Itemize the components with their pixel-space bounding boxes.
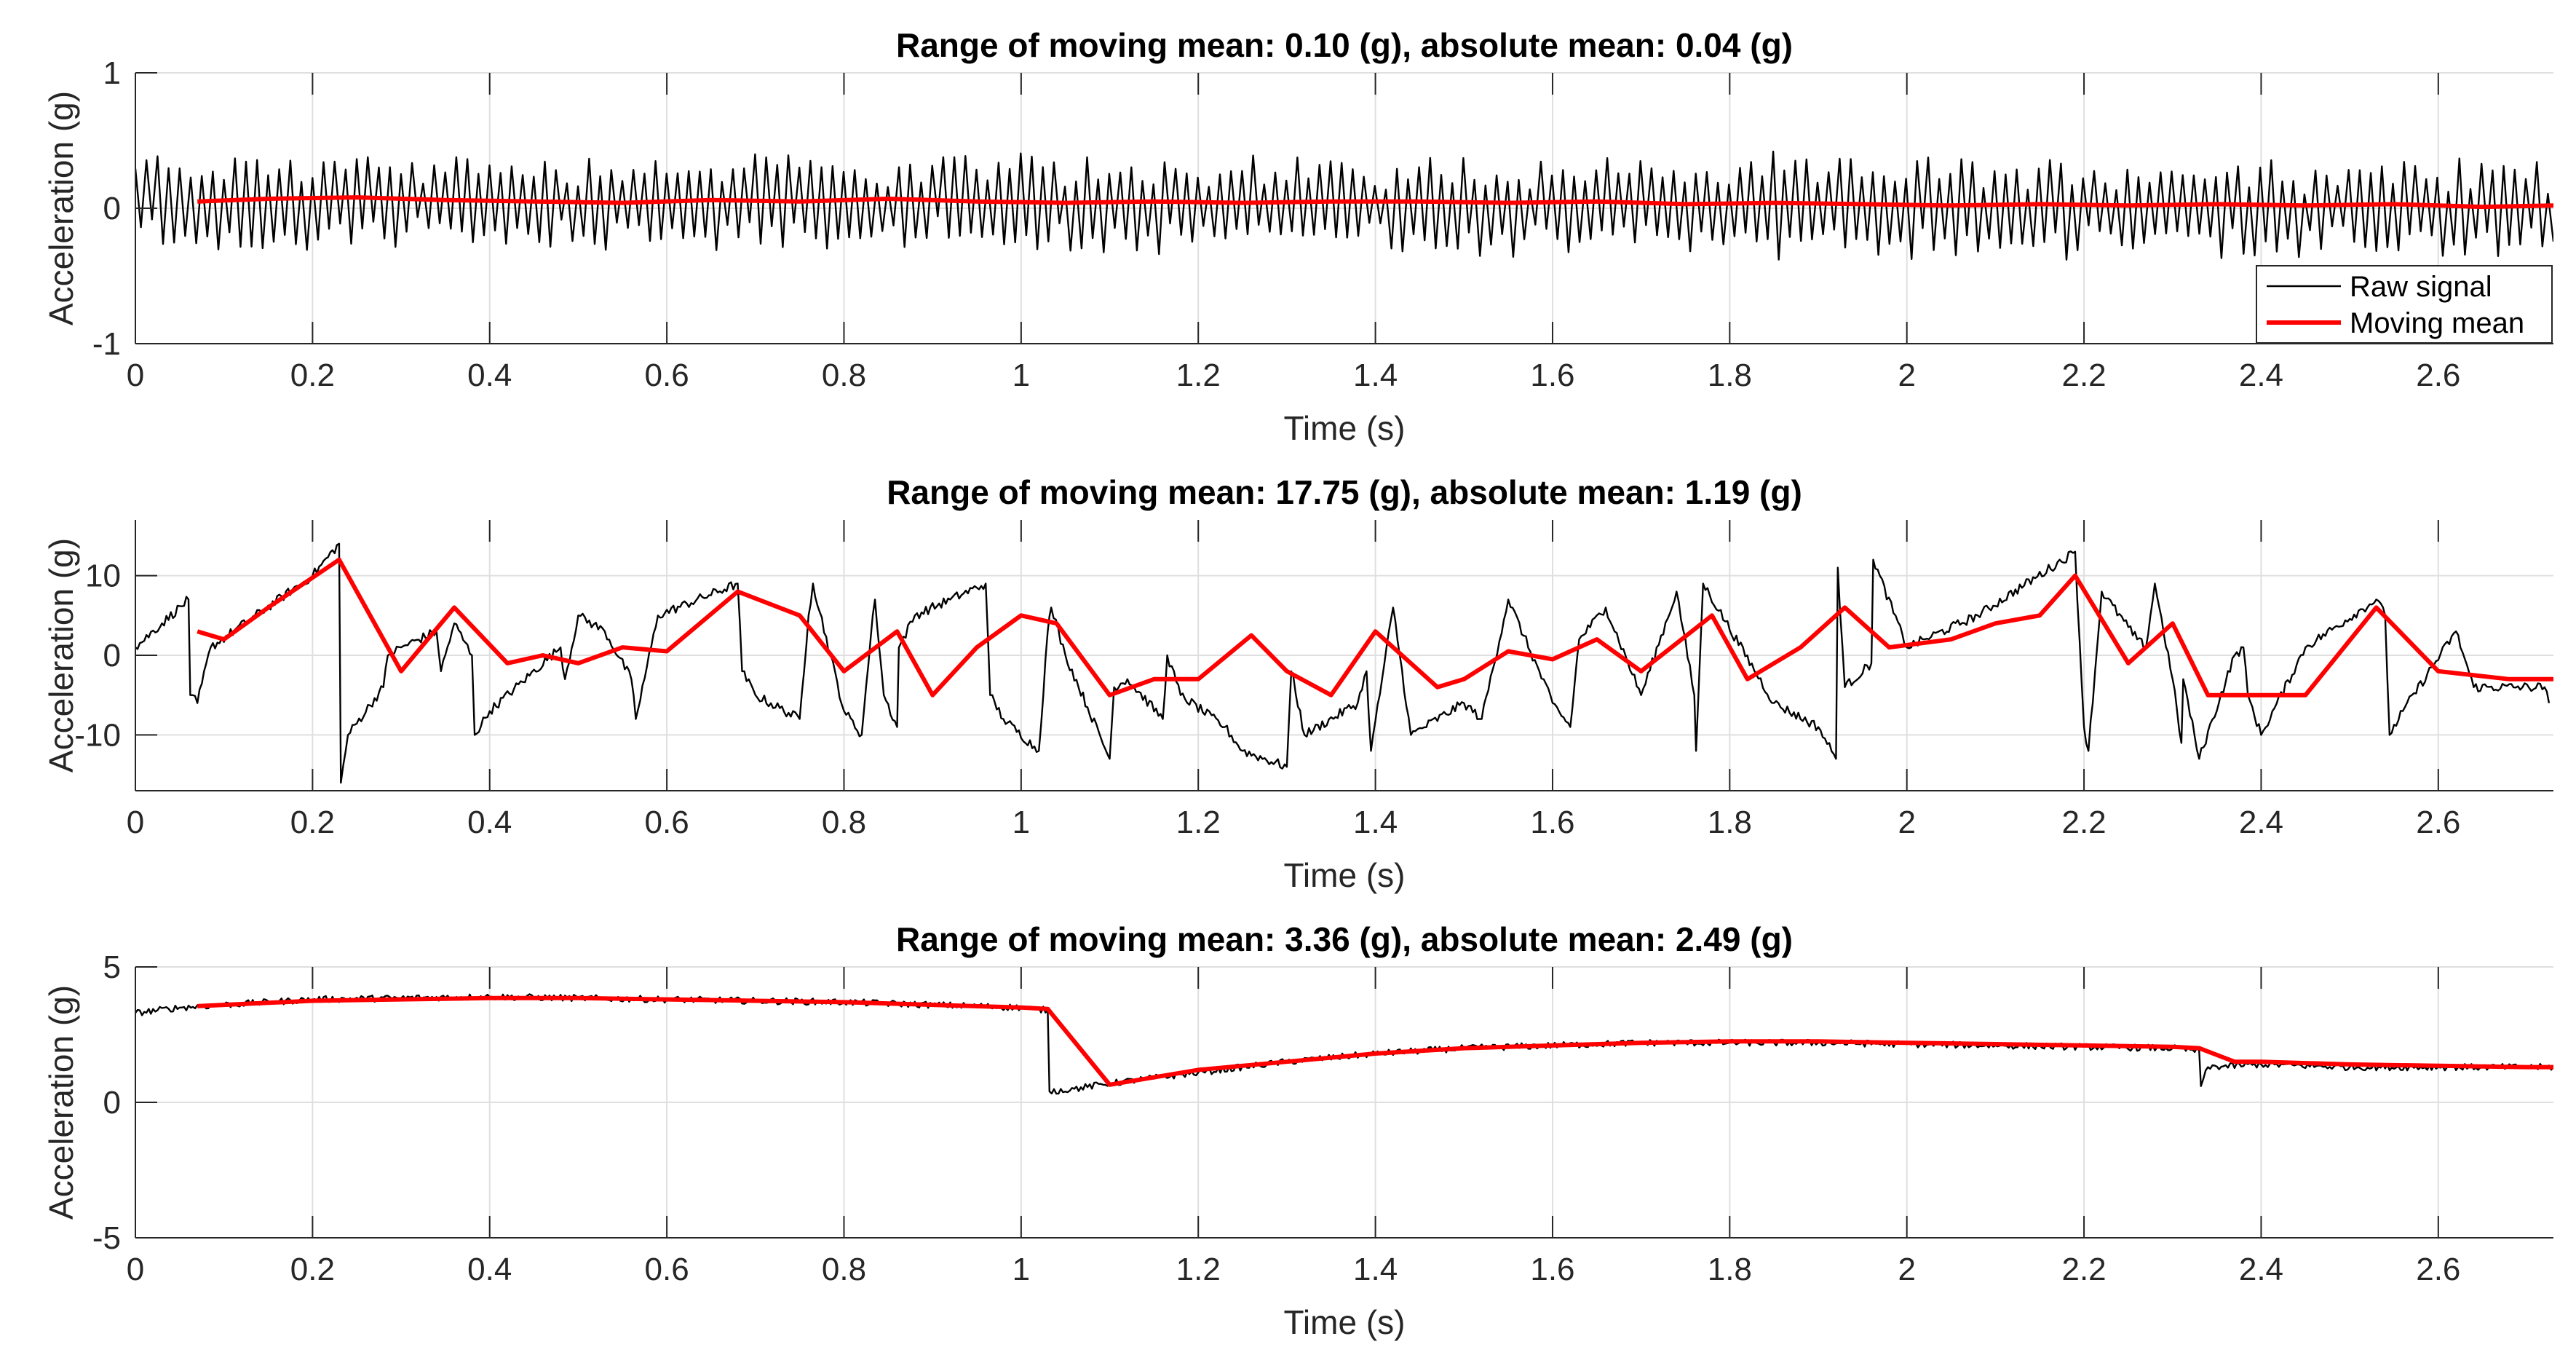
- x-tick-label: 0.8: [822, 1252, 866, 1287]
- y-tick-label: 5: [103, 949, 121, 985]
- legend-mean-label: Moving mean: [2350, 307, 2524, 339]
- x-tick-label: 1.6: [1530, 1252, 1574, 1287]
- x-tick-label: 0.6: [645, 357, 689, 393]
- x-tick-label: 0.2: [290, 1252, 335, 1287]
- x-tick-label: 0.6: [645, 1252, 689, 1287]
- x-tick-label: 2: [1898, 1252, 1915, 1287]
- x-tick-label: 0.2: [290, 357, 335, 393]
- y-tick-label: -10: [74, 717, 121, 753]
- y-tick-label: 0: [103, 638, 121, 673]
- x-tick-label: 0.4: [467, 357, 512, 393]
- y-tick-label: 10: [85, 558, 121, 594]
- raw-signal-line: [135, 542, 2551, 784]
- x-tick-label: 1.2: [1176, 1252, 1221, 1287]
- x-tick-label: 1: [1012, 805, 1030, 840]
- x-tick-label: 2.6: [2416, 805, 2460, 840]
- y-tick-label: 1: [103, 55, 121, 91]
- x-tick-label: 2.4: [2239, 1252, 2283, 1287]
- legend: Raw signal Moving mean: [2256, 265, 2553, 344]
- subplot-3: 0 0.2 0.4 0.6 0.8 1 1.2 1.4 1.6 1.8 2 2.2 2.4 2.6-505…: [42, 920, 2553, 1341]
- y-axis-label: Acceleration (g): [42, 985, 80, 1220]
- subplot-1: 0 0.2 0.4 0.6 0.8 1 1.2 1.4 1.6 1.8 2 2.2 2.4 2.6-101…: [42, 26, 2553, 447]
- x-tick-label: 1.8: [1708, 1252, 1752, 1287]
- x-tick-label: 1.2: [1176, 805, 1221, 840]
- x-tick-label: 1.8: [1708, 357, 1752, 393]
- x-tick-label: 2.6: [2416, 1252, 2460, 1287]
- x-tick-label: 0: [127, 357, 144, 393]
- moving-mean-line: [197, 195, 2553, 210]
- y-tick-label: 0: [103, 1085, 121, 1121]
- y-tick-label: -5: [92, 1220, 121, 1256]
- x-axis-label: Time (s): [1284, 1303, 1406, 1341]
- x-tick-label: 2.6: [2416, 357, 2460, 393]
- legend-raw-label: Raw signal: [2350, 271, 2492, 303]
- x-tick-label: 1.2: [1176, 357, 1221, 393]
- x-tick-label: 1.4: [1353, 805, 1398, 840]
- x-tick-label: 2.2: [2061, 357, 2106, 393]
- chart-title: Range of moving mean: 17.75 (g), absolut…: [887, 473, 1802, 511]
- x-tick-label: 1.4: [1353, 357, 1398, 393]
- x-tick-label: 2.2: [2061, 1252, 2106, 1287]
- x-tick-label: 0.2: [290, 805, 335, 840]
- x-tick-label: 0.6: [645, 805, 689, 840]
- x-tick-label: 1.6: [1530, 357, 1574, 393]
- x-tick-label: 2.4: [2239, 357, 2283, 393]
- x-tick-label: 1: [1012, 1252, 1030, 1287]
- moving-mean-line: [197, 995, 2553, 1087]
- x-tick-label: 2: [1898, 805, 1915, 840]
- x-tick-label: 0.4: [467, 805, 512, 840]
- y-tick-label: -1: [92, 326, 121, 362]
- chart-title: Range of moving mean: 0.10 (g), absolute…: [896, 26, 1793, 64]
- moving-mean-line: [197, 557, 2553, 698]
- x-tick-label: 2.2: [2061, 805, 2106, 840]
- x-tick-label: 1: [1012, 357, 1030, 393]
- x-tick-label: 1.4: [1353, 1252, 1398, 1287]
- y-axis-label: Acceleration (g): [42, 91, 80, 325]
- chart-title: Range of moving mean: 3.36 (g), absolute…: [896, 920, 1793, 958]
- x-axis-label: Time (s): [1284, 856, 1406, 894]
- x-tick-label: 2.4: [2239, 805, 2283, 840]
- x-axis-label: Time (s): [1284, 409, 1406, 447]
- x-tick-label: 0.8: [822, 805, 866, 840]
- x-tick-label: 1.8: [1708, 805, 1752, 840]
- x-tick-label: 0.8: [822, 357, 866, 393]
- x-tick-label: 2: [1898, 357, 1915, 393]
- legend-box: [2256, 265, 2553, 344]
- x-tick-label: 0.4: [467, 1252, 512, 1287]
- subplot-2: 0 0.2 0.4 0.6 0.8 1 1.2 1.4 1.6 1.8 2 2.2 2.4 2.6 -10 0…: [42, 473, 2553, 894]
- x-tick-label: 0: [127, 1252, 144, 1287]
- x-tick-label: 1.6: [1530, 805, 1574, 840]
- y-tick-label: 0: [103, 191, 121, 226]
- y-axis-label: Acceleration (g): [42, 538, 80, 773]
- x-tick-label: 0: [127, 805, 144, 840]
